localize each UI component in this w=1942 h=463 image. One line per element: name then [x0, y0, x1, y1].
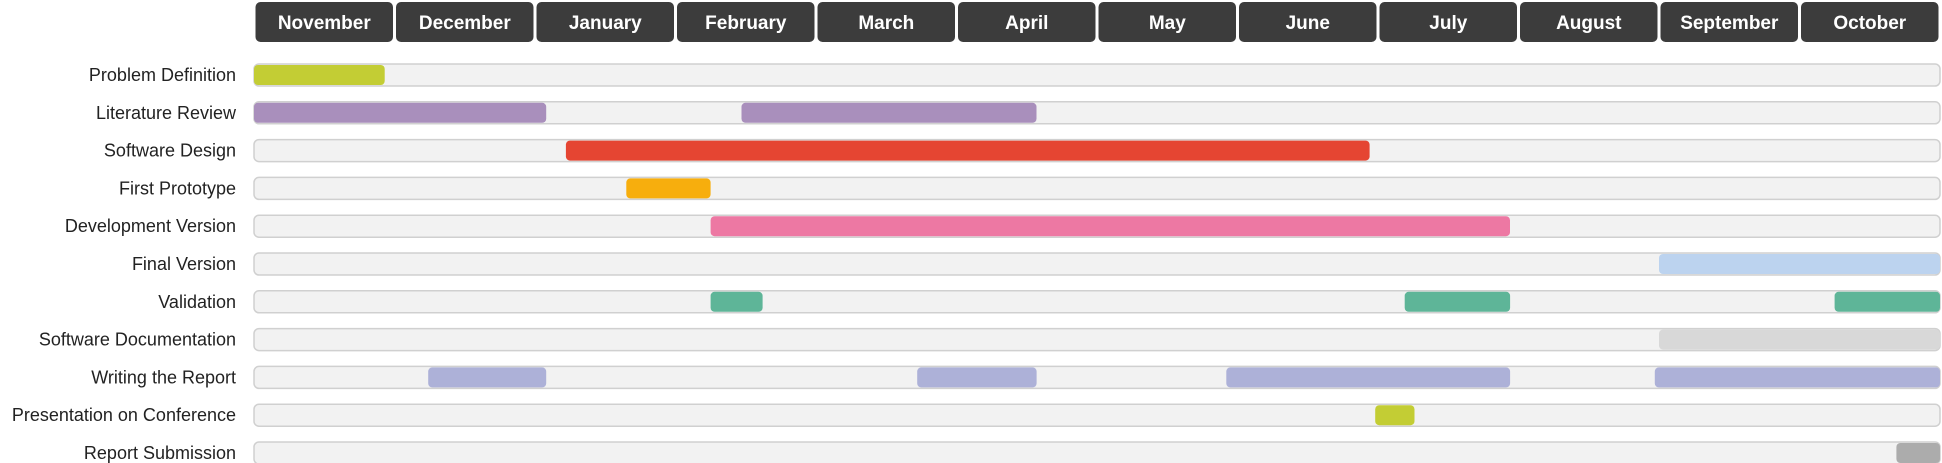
task-label: First Prototype [119, 178, 236, 198]
task-bar [710, 216, 1510, 237]
month-header-box [536, 2, 674, 42]
month-header-cell: August [1520, 2, 1658, 42]
month-header-cell: October [1801, 2, 1939, 42]
task-track [253, 403, 1941, 427]
task-row: Report Submission [84, 441, 1941, 463]
task-row: Development Version [65, 214, 1941, 238]
month-header-box [1660, 2, 1798, 42]
task-bar [254, 65, 385, 85]
task-label: Validation [158, 292, 236, 312]
month-label: July [1429, 13, 1467, 34]
month-header-box [1379, 2, 1517, 42]
task-row: Software Design [104, 138, 1941, 163]
month-header-box [396, 2, 534, 42]
month-label: June [1286, 13, 1330, 34]
task-label: Development Version [65, 216, 236, 236]
task-row: Presentation on Conference [12, 403, 1941, 427]
task-label: Problem Definition [89, 65, 236, 85]
month-label: April [1005, 13, 1048, 34]
task-bar [254, 102, 547, 123]
task-bar [1659, 254, 1940, 274]
task-label: Literature Review [96, 103, 237, 123]
month-header-cell: December [396, 2, 534, 42]
task-label: Report Submission [84, 443, 236, 463]
month-label: September [1680, 13, 1779, 34]
month-header-box [1098, 2, 1236, 42]
month-label: November [278, 13, 372, 34]
task-label: Final Version [132, 254, 236, 274]
task-bar [917, 367, 1037, 388]
month-header-box [677, 2, 815, 42]
month-header-cell: March [817, 2, 955, 42]
month-label: March [858, 13, 914, 34]
month-header-cell: April [958, 2, 1096, 42]
month-header-box [958, 2, 1096, 42]
task-bar [741, 102, 1037, 123]
month-header-box [1520, 2, 1658, 42]
task-track [253, 290, 1941, 314]
task-row: Literature Review [96, 101, 1941, 125]
task-track [253, 63, 1941, 87]
task-bar [626, 178, 711, 199]
task-bar [1659, 329, 1940, 350]
month-label: October [1833, 13, 1906, 34]
task-bar [1404, 291, 1511, 312]
task-bar [428, 367, 547, 388]
task-label: Writing the Report [91, 367, 236, 387]
month-label: February [705, 13, 787, 34]
month-header-cell: September [1660, 2, 1798, 42]
month-header-box [1239, 2, 1377, 42]
task-bar [1654, 367, 1940, 388]
month-header: November December January February March Apri… [255, 2, 1939, 42]
task-bar [565, 140, 1370, 161]
month-header-box [1801, 2, 1939, 42]
task-bar [1834, 291, 1940, 312]
month-header-box [255, 2, 393, 42]
month-label: December [419, 13, 511, 34]
task-row: Final Version [132, 252, 1941, 276]
task-bar [1375, 405, 1415, 426]
task-bar [1896, 443, 1940, 463]
month-label: January [569, 13, 642, 34]
task-label: Software Documentation [39, 330, 236, 350]
month-header-box [817, 2, 955, 42]
task-row: Software Documentation [39, 327, 1941, 352]
month-label: August [1556, 13, 1622, 34]
month-header-cell: July [1379, 2, 1517, 42]
task-row: Problem Definition [89, 63, 1941, 87]
task-bar [710, 291, 763, 312]
task-track [253, 176, 1941, 201]
task-row: Validation [158, 290, 1941, 314]
month-header-cell: February [677, 2, 815, 42]
task-label: Presentation on Conference [12, 405, 236, 425]
month-header-cell: November [255, 2, 393, 42]
month-label: May [1149, 13, 1186, 34]
task-track [253, 441, 1941, 463]
task-row: First Prototype [119, 176, 1941, 201]
month-header-cell: January [536, 2, 674, 42]
month-header-cell: June [1239, 2, 1377, 42]
month-header-cell: May [1098, 2, 1236, 42]
task-bar [1226, 367, 1511, 388]
task-rows: Problem Definition Literature Review Softw… [12, 63, 1941, 463]
task-row: Writing the Report [91, 365, 1941, 390]
task-label: Software Design [104, 141, 236, 161]
